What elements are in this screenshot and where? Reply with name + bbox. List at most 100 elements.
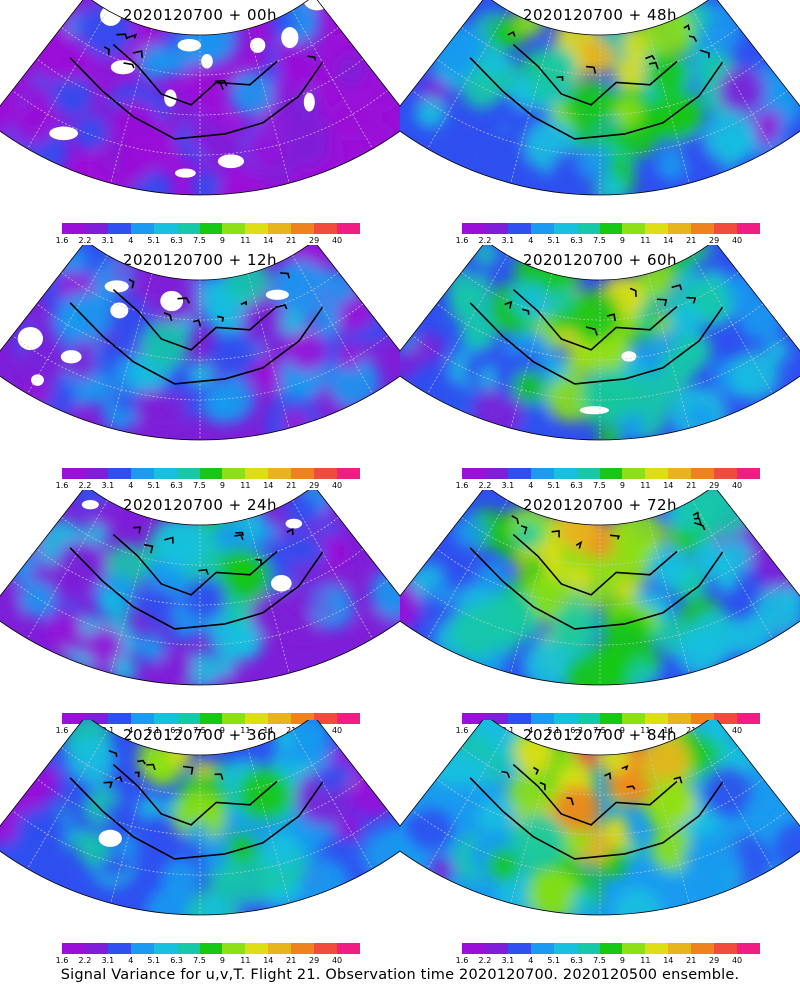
island-outline xyxy=(507,31,516,37)
colorbar-segment xyxy=(314,468,338,479)
colorbar-tick-label: 40 xyxy=(731,481,743,490)
variance-map xyxy=(0,490,400,686)
coastlines xyxy=(69,526,324,630)
missing-data-patch xyxy=(579,406,610,415)
colorbar-labels: 1.6 2.2 3.1 4 5.1 6.3 7.5 9 11 14 21 29 40 xyxy=(456,236,760,246)
colorbar-segment xyxy=(576,223,600,234)
variance-blob xyxy=(201,895,228,916)
colorbar-tick-label: 9 xyxy=(219,481,225,490)
coastlines xyxy=(69,749,324,860)
colorbar-segment xyxy=(599,943,623,954)
coastline-segment xyxy=(469,777,724,860)
colorbar-tick-label: 14 xyxy=(263,726,274,735)
colorbar-tick-label: 4 xyxy=(128,726,134,735)
variance-blob xyxy=(111,657,138,684)
variance-blob xyxy=(563,655,610,686)
variance-blob xyxy=(650,827,694,871)
variance-blob xyxy=(597,174,625,196)
colorbar-tick-label: 7.5 xyxy=(593,956,606,965)
map-panel: 2020120700 + 72h 1.62.23.145.16.37.59111… xyxy=(400,490,800,735)
variance-blob xyxy=(184,822,210,848)
colorbar-segment xyxy=(484,713,508,724)
variance-blob xyxy=(317,768,342,793)
variance-blob xyxy=(464,257,485,278)
colorbar-segment xyxy=(737,223,760,234)
meridian-line xyxy=(247,748,290,904)
variance-blob xyxy=(522,554,546,578)
missing-data-patch xyxy=(104,280,129,293)
variance-blob xyxy=(56,291,112,347)
colorbar-tick-label: 11 xyxy=(640,726,651,735)
colorbar-tick-label: 9 xyxy=(619,236,625,245)
variance-blob xyxy=(701,765,753,818)
colorbar-segment xyxy=(268,943,292,954)
island-outline xyxy=(177,297,191,304)
colorbar-tick-label: 1.6 xyxy=(455,956,469,965)
variance-blob xyxy=(718,66,766,115)
field-layer xyxy=(0,245,400,441)
colorbar-labels: 1.6 2.2 3.1 4 5.1 6.3 7.5 9 11 14 21 29 40 xyxy=(456,481,760,491)
variance-blob xyxy=(449,288,485,324)
parallel-line xyxy=(36,303,364,361)
field-blobs xyxy=(400,490,800,686)
coastlines xyxy=(469,763,724,860)
colorbar-tick-label: 9 xyxy=(619,726,625,735)
colorbar-tick-label: 21 xyxy=(286,236,297,245)
parallel-line xyxy=(61,272,339,321)
missing-data-patch xyxy=(621,351,637,362)
meridian-line xyxy=(247,518,290,674)
variance-blob xyxy=(50,73,93,116)
variance-blob xyxy=(602,815,629,841)
variance-map xyxy=(400,245,800,441)
colorbar-tick-label: 4 xyxy=(128,236,134,245)
colorbar-tick-label: 9 xyxy=(619,481,625,490)
colorbar-tick-label: 6.3 xyxy=(570,236,583,245)
colorbar-tick-label: 11 xyxy=(240,956,251,965)
island-outline xyxy=(128,278,135,289)
colorbar-segment xyxy=(130,468,154,479)
island-outline xyxy=(671,284,683,291)
variance-blob xyxy=(570,890,595,915)
island-outline xyxy=(504,300,513,309)
colorbar-tick-label: 11 xyxy=(240,481,251,490)
colorbar-segment xyxy=(222,468,246,479)
missing-data-patch xyxy=(201,53,213,69)
island-outline xyxy=(214,81,224,90)
island-outline xyxy=(126,33,138,39)
coastline-segment xyxy=(69,547,324,630)
colorbar-segment xyxy=(714,943,738,954)
lat-lon-grid xyxy=(12,500,388,685)
colorbar-segment xyxy=(507,943,531,954)
lat-lon-grid xyxy=(412,10,788,195)
variance-blob xyxy=(116,145,153,183)
field-layer xyxy=(400,720,800,916)
variance-blob xyxy=(188,360,215,387)
colorbar-tick-label: 14 xyxy=(663,726,674,735)
colorbar-tick-label: 7.5 xyxy=(193,726,206,735)
variance-blob xyxy=(580,39,616,74)
island-outline xyxy=(648,61,659,70)
variance-blob xyxy=(613,887,662,916)
colorbar-segment xyxy=(691,223,715,234)
map-panel: 2020120700 + 36h 1.6 2.2 3.1 4 5.1 6.3 7.5 9 11 1… xyxy=(0,720,400,965)
colorbar-segment xyxy=(153,468,177,479)
parallel-line xyxy=(461,517,739,566)
variance-blob xyxy=(434,142,466,173)
island-outline xyxy=(234,534,244,541)
island-outline xyxy=(629,287,637,297)
variance-blob xyxy=(433,379,472,418)
variance-blob xyxy=(0,812,18,846)
island-outline xyxy=(240,300,247,306)
variance-blob xyxy=(433,22,479,68)
parallel-line xyxy=(412,90,788,156)
colorbar-segment xyxy=(622,943,646,954)
colorbar-segment xyxy=(530,468,554,479)
field-blobs xyxy=(415,0,800,196)
meridian-line xyxy=(427,10,508,149)
colorbar-tick-label: 3.1 xyxy=(101,236,115,245)
colorbar-segment xyxy=(62,943,85,954)
island-outline xyxy=(501,770,511,778)
variance-blob xyxy=(415,97,447,129)
coastline-segment xyxy=(69,57,324,140)
variance-blob xyxy=(19,580,56,617)
